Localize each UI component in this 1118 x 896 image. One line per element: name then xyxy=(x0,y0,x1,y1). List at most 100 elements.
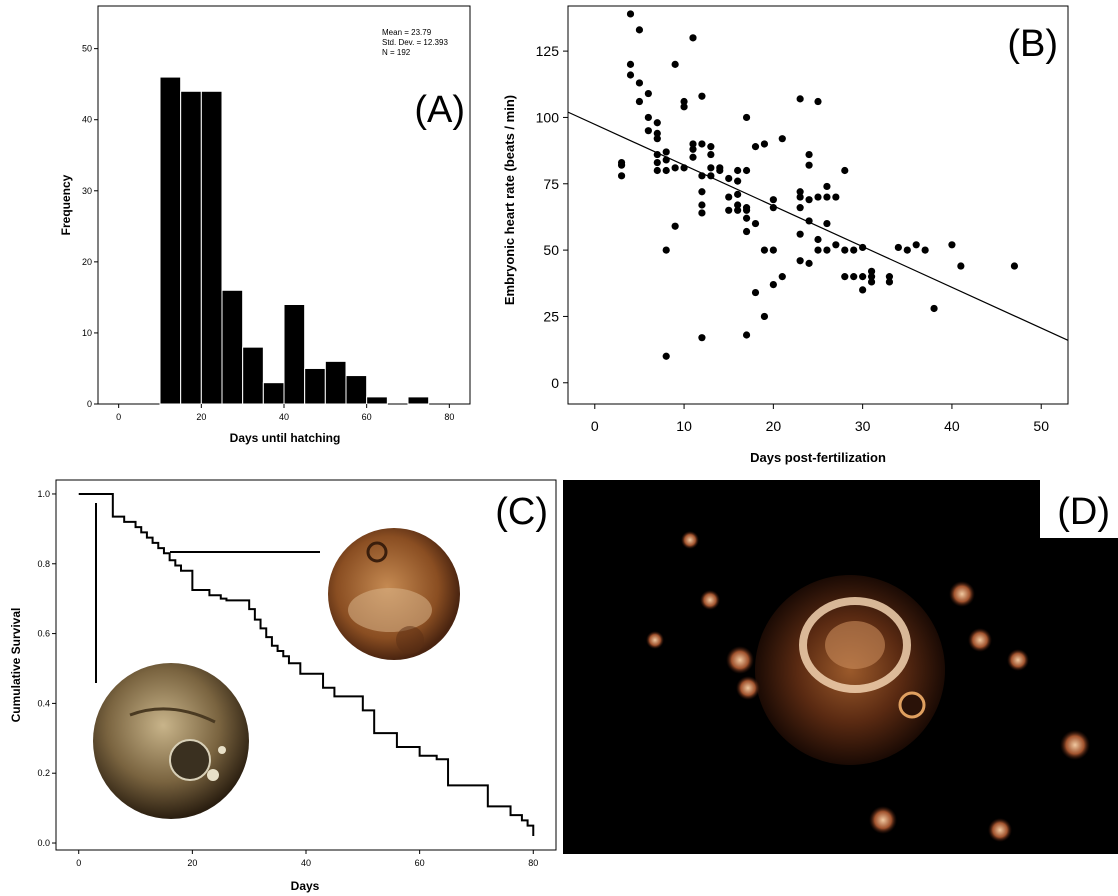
panel-a-x-axis: 0 20 40 60 80 xyxy=(116,404,454,422)
scatter-point xyxy=(725,206,733,214)
scatter-point xyxy=(644,127,652,135)
panel-d: (D) xyxy=(563,480,1118,854)
scatter-point xyxy=(653,166,661,175)
panel-d-tag-box xyxy=(1040,480,1118,538)
scatter-point xyxy=(796,95,804,103)
x-tick-label: 50 xyxy=(1033,418,1049,434)
scatter-point xyxy=(796,230,804,238)
scatter-point xyxy=(832,241,840,249)
scatter-point xyxy=(859,243,867,252)
stats-n: N = 192 xyxy=(382,48,411,57)
y-tick-label: 0 xyxy=(551,375,559,391)
scatter-point xyxy=(903,246,911,254)
scatter-point xyxy=(698,201,706,209)
histogram-bar xyxy=(283,304,306,405)
y-tick-label: 1.0 xyxy=(37,489,50,499)
y-tick-label: 0.0 xyxy=(37,838,50,848)
x-tick-label: 60 xyxy=(362,412,372,422)
scatter-point xyxy=(742,214,751,222)
scatter-point xyxy=(698,188,706,196)
scatter-point xyxy=(725,174,733,183)
x-tick-label: 40 xyxy=(301,858,311,868)
scatter-point xyxy=(626,10,635,18)
panel-a: 0 20 40 60 80 0 10 20 30 40 50 Days until hatchin… xyxy=(59,5,471,445)
scatter-point xyxy=(689,153,697,161)
scatter-point xyxy=(653,150,661,159)
scatter-point xyxy=(662,166,670,175)
scatter-point xyxy=(867,273,876,281)
scatter-point xyxy=(680,103,688,111)
scatter-point xyxy=(734,201,742,209)
panel-c-y-axis: 0.0 0.2 0.4 0.6 0.8 1.0 xyxy=(37,489,56,848)
panel-a-y-label: Frequency xyxy=(59,174,73,235)
scatter-point xyxy=(867,278,876,286)
scatter-point xyxy=(707,172,715,180)
scatter-point xyxy=(751,219,760,228)
scatter-point xyxy=(653,119,661,127)
micrograph-debris xyxy=(646,531,1090,842)
scatter-point xyxy=(742,204,751,212)
panel-a-x-label: Days until hatching xyxy=(230,431,341,445)
scatter-point xyxy=(912,241,920,249)
scatter-point xyxy=(626,71,635,79)
scatter-point xyxy=(698,140,706,148)
survival-curve xyxy=(78,492,535,837)
panel-b-y-label: Embryonic heart rate (beats / min) xyxy=(502,95,517,305)
scatter-point xyxy=(796,204,804,212)
scatter-point xyxy=(689,34,697,42)
scatter-point xyxy=(725,193,733,201)
panel-c: 0 20 40 60 80 0.0 0.2 0.4 0.6 0.8 1.0 Days Cumula… xyxy=(9,479,557,893)
scatter-point xyxy=(841,273,849,281)
scatter-point xyxy=(698,334,706,342)
x-tick-label: 20 xyxy=(196,412,206,422)
scatter-point xyxy=(734,190,742,198)
scatter-point xyxy=(796,193,804,201)
panel-b-frame xyxy=(567,5,1069,405)
scatter-point xyxy=(814,235,822,244)
scatter-point xyxy=(769,246,777,254)
scatter-point xyxy=(760,140,769,148)
y-tick-label: 0.6 xyxy=(37,629,50,639)
scatter-point xyxy=(742,331,751,339)
histogram-bar xyxy=(324,360,347,405)
y-tick-label: 75 xyxy=(543,176,559,192)
scatter-point xyxy=(742,113,751,122)
scatter-point xyxy=(760,312,769,321)
x-tick-label: 20 xyxy=(766,418,782,434)
scatter-point xyxy=(698,209,706,217)
panel-a-tag: (A) xyxy=(414,89,465,131)
scatter-point xyxy=(698,92,706,100)
scatter-point xyxy=(689,145,697,153)
y-tick-label: 0 xyxy=(87,399,92,409)
scatter-point xyxy=(617,158,626,167)
y-tick-label: 0.2 xyxy=(37,768,50,778)
histogram-bar xyxy=(200,90,223,405)
scatter-point xyxy=(760,246,769,254)
scatter-point xyxy=(662,352,670,360)
scatter-point xyxy=(850,273,858,281)
scatter-point xyxy=(716,164,724,172)
scatter-point xyxy=(671,164,679,172)
scatter-point xyxy=(894,243,902,252)
histogram-bar xyxy=(242,346,264,405)
scatter-point xyxy=(921,246,929,254)
x-tick-label: 40 xyxy=(279,412,289,422)
scatter-point xyxy=(769,281,777,289)
histogram-bars xyxy=(159,76,430,405)
histogram-bar xyxy=(407,396,430,405)
panel-b-tag: (B) xyxy=(1007,23,1058,65)
scatter-point xyxy=(626,60,635,68)
panel-c-y-label: Cumulative Survival xyxy=(9,608,23,723)
scatter-point xyxy=(734,177,742,185)
scatter-points xyxy=(617,10,1019,360)
scatter-point xyxy=(885,278,894,286)
scatter-point xyxy=(653,135,661,143)
scatter-point xyxy=(617,172,626,180)
panel-b-y-axis: 0 25 50 75 100 125 xyxy=(536,43,568,391)
scatter-point xyxy=(841,246,849,254)
scatter-point xyxy=(707,164,715,172)
panel-b: 0 10 20 30 40 50 0 25 50 75 100 125 Days post-fert… xyxy=(502,5,1069,465)
scatter-point xyxy=(751,288,760,297)
x-tick-label: 0 xyxy=(76,858,81,868)
x-tick-label: 60 xyxy=(415,858,425,868)
